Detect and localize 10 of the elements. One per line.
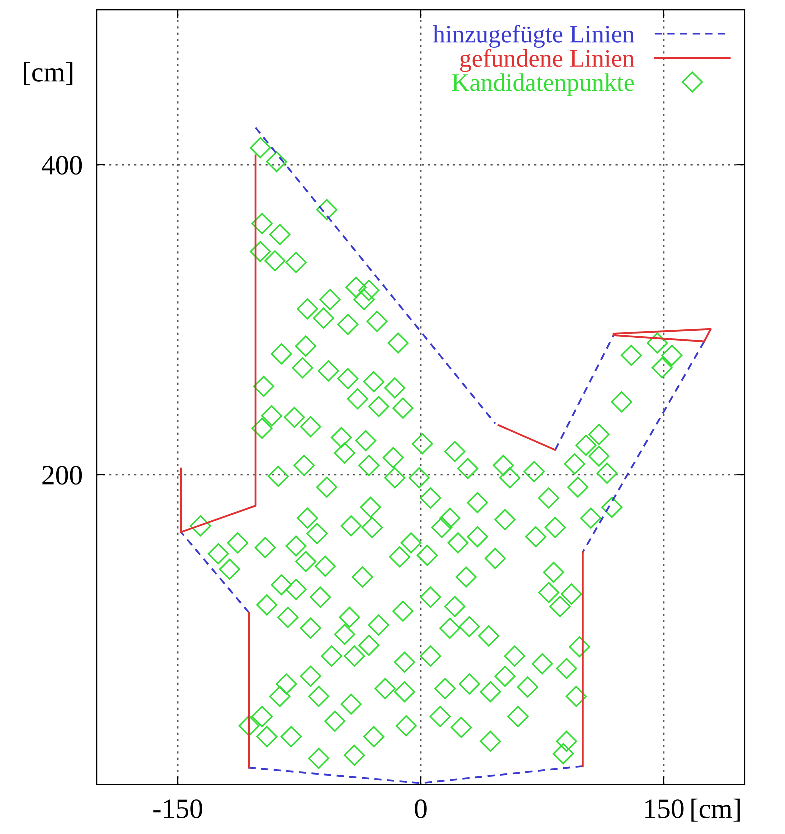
x-tick-label: -150 [154,800,202,818]
x-tick-label: 0 [415,800,427,818]
y-axis-title: [cm] [24,62,73,86]
y-tick-label: 200 [42,466,82,485]
legend-label: gefundene Linien [460,49,635,72]
y-tick-label: 400 [42,156,82,175]
x-tick-label: 150 [646,800,684,818]
legend-label: Kandidatenpunkte [452,74,634,96]
x-axis-title: [cm] [692,798,740,822]
legend-label: hinzugefügte Linien [433,25,635,48]
